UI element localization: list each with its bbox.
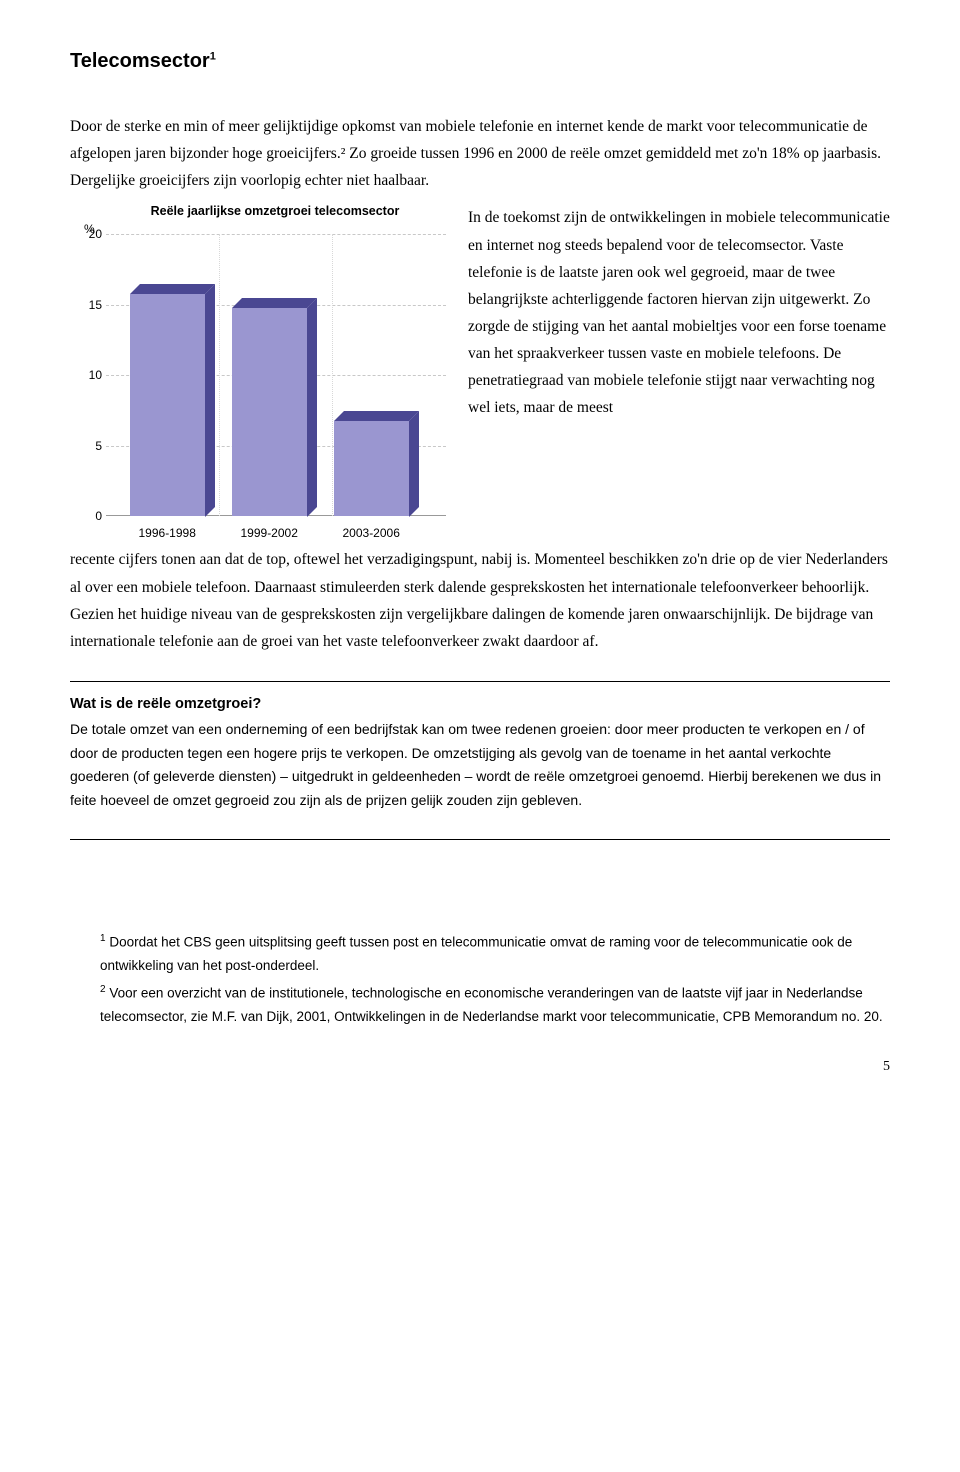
chart-ytick: 10 bbox=[80, 368, 102, 382]
footnote-1: 1 Doordat het CBS geen uitsplitsing geef… bbox=[100, 930, 890, 977]
box-title: Wat is de reële omzetgroei? bbox=[70, 696, 890, 712]
intro-paragraph: Door de sterke en min of meer gelijktijd… bbox=[70, 113, 890, 194]
chart-bar-side bbox=[205, 284, 215, 517]
after-paragraph: recente cijfers tonen aan dat de top, of… bbox=[70, 546, 890, 655]
page-number: 5 bbox=[70, 1059, 890, 1075]
chart-bar-top bbox=[334, 411, 419, 421]
chart-block: Reële jaarlijkse omzetgroei telecomsecto… bbox=[70, 204, 450, 544]
chart-ytick: 20 bbox=[80, 227, 102, 241]
chart-vline bbox=[219, 234, 220, 516]
chart-title: Reële jaarlijkse omzetgroei telecomsecto… bbox=[100, 204, 450, 218]
chart-ytick: 15 bbox=[80, 298, 102, 312]
page-title: Telecomsector1 bbox=[70, 50, 890, 73]
chart-and-text-row: Reële jaarlijkse omzetgroei telecomsecto… bbox=[70, 204, 890, 544]
chart-gridline bbox=[106, 234, 446, 235]
side-text: In de toekomst zijn de ontwikkelingen in… bbox=[468, 204, 890, 421]
chart-ytick: 0 bbox=[80, 509, 102, 523]
chart-bar bbox=[232, 308, 307, 517]
title-sup: 1 bbox=[210, 50, 216, 62]
chart-ytick: 5 bbox=[80, 439, 102, 453]
chart-bar-front bbox=[130, 294, 205, 517]
footnotes: 1 Doordat het CBS geen uitsplitsing geef… bbox=[70, 930, 890, 1029]
fn1-text: Doordat het CBS geen uitsplitsing geeft … bbox=[100, 935, 852, 973]
divider-top bbox=[70, 681, 890, 682]
chart-bar bbox=[334, 421, 409, 517]
chart-bar-top bbox=[232, 298, 317, 308]
title-text: Telecomsector bbox=[70, 50, 210, 72]
chart-bar-front bbox=[232, 308, 307, 517]
chart-bar bbox=[130, 294, 205, 517]
chart-xtick: 1996-1998 bbox=[138, 526, 195, 540]
chart-wrap: % 05101520 1996-19981999-20022003-2006 bbox=[70, 224, 450, 544]
box-body: De totale omzet van een onderneming of e… bbox=[70, 718, 890, 813]
chart-bar-front bbox=[334, 421, 409, 517]
chart-bar-top bbox=[130, 284, 215, 294]
divider-bottom bbox=[70, 839, 890, 840]
chart-plot-area: 05101520 bbox=[106, 234, 446, 516]
chart-xtick: 2003-2006 bbox=[342, 526, 399, 540]
chart-xtick: 1999-2002 bbox=[240, 526, 297, 540]
chart-bar-side bbox=[307, 298, 317, 517]
fn2-text: Voor een overzicht van de institutionele… bbox=[100, 986, 883, 1024]
footnote-2: 2 Voor een overzicht van de institutione… bbox=[100, 981, 890, 1028]
chart-bar-side bbox=[409, 411, 419, 517]
